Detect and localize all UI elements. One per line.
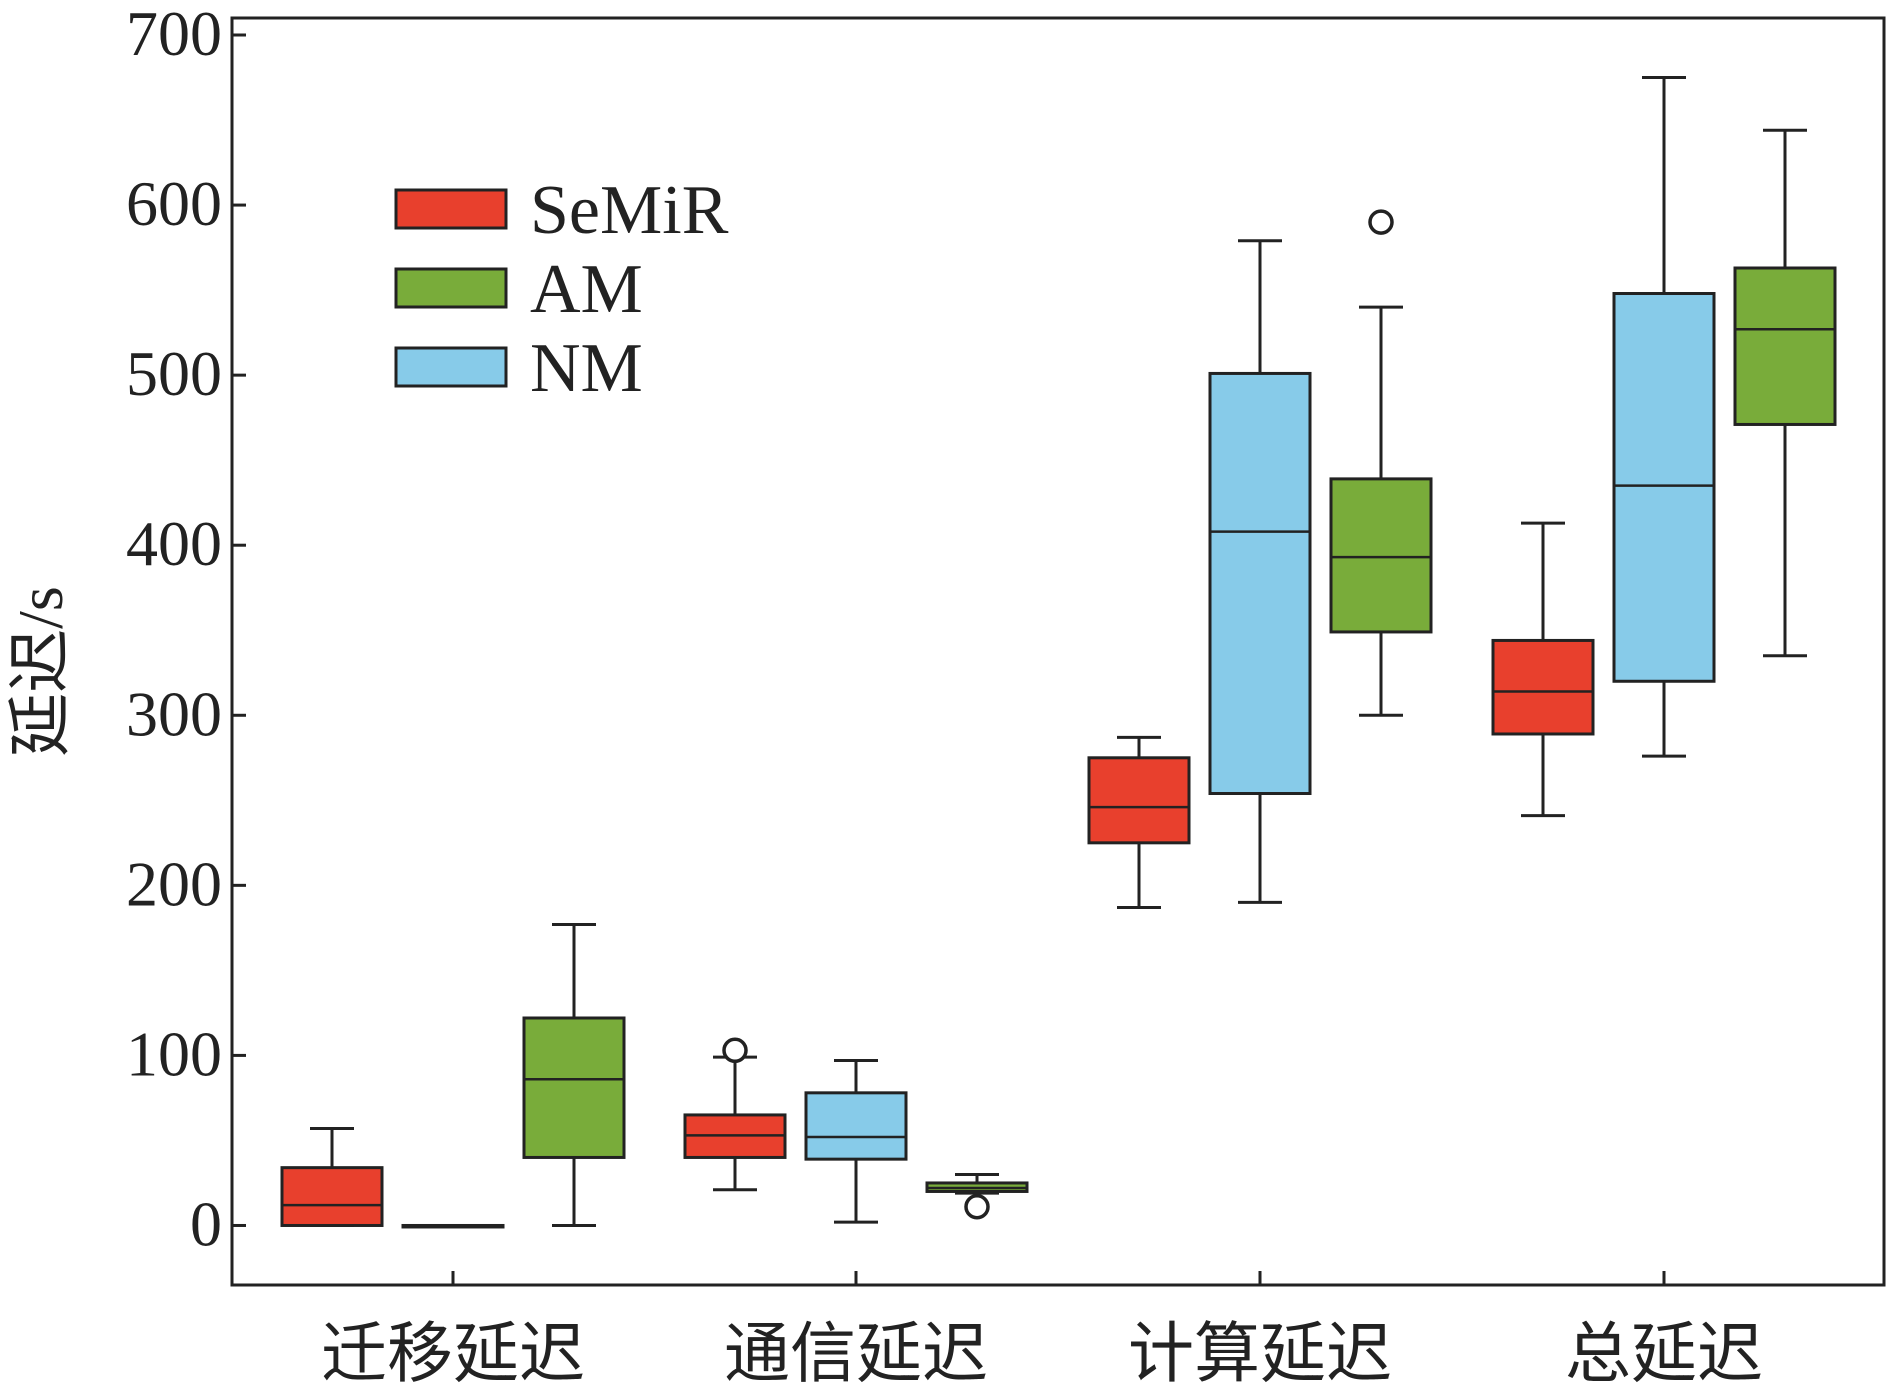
box-semir-1: [280, 1166, 384, 1227]
y-tick-label-100: 100: [126, 1018, 222, 1089]
y-tick-label-0: 0: [190, 1188, 222, 1259]
outlier-am-2-1: [964, 1194, 990, 1220]
legend-swatch-nm: [394, 346, 508, 388]
box-nm-4: [1612, 292, 1716, 683]
box-semir-4: [1491, 638, 1595, 736]
box-nm-2: [804, 1091, 908, 1161]
legend-label-am: AM: [530, 251, 643, 328]
legend-label-semir: SeMiR: [530, 172, 729, 249]
box-semir-3: [1087, 756, 1191, 845]
box-am-1: [522, 1016, 626, 1159]
y-tick-label-700: 700: [126, 0, 222, 69]
y-axis-label: 延迟/s: [5, 586, 76, 757]
x-tick-label-2: 通信延迟: [724, 1315, 988, 1386]
y-tick-label-400: 400: [126, 508, 222, 579]
legend-swatch-semir: [394, 188, 508, 230]
outlier-am-3-1: [1368, 209, 1394, 235]
box-am-3: [1329, 477, 1433, 634]
outlier-semir-2-1: [722, 1037, 748, 1064]
legend-label-nm: NM: [530, 330, 643, 407]
y-tick-label-600: 600: [126, 168, 222, 239]
legend-swatch-am: [394, 267, 508, 309]
box-am-4: [1733, 266, 1837, 426]
x-tick-label-3: 计算延迟: [1128, 1315, 1392, 1386]
box-nm-3: [1208, 371, 1312, 796]
y-tick-label-300: 300: [126, 678, 222, 749]
y-tick-label-500: 500: [126, 338, 222, 409]
x-tick-label-4: 总延迟: [1565, 1315, 1763, 1386]
plot-frame: [230, 16, 1886, 1287]
y-tick-label-200: 200: [126, 848, 222, 919]
x-tick-label-1: 迁移延迟: [321, 1315, 585, 1386]
